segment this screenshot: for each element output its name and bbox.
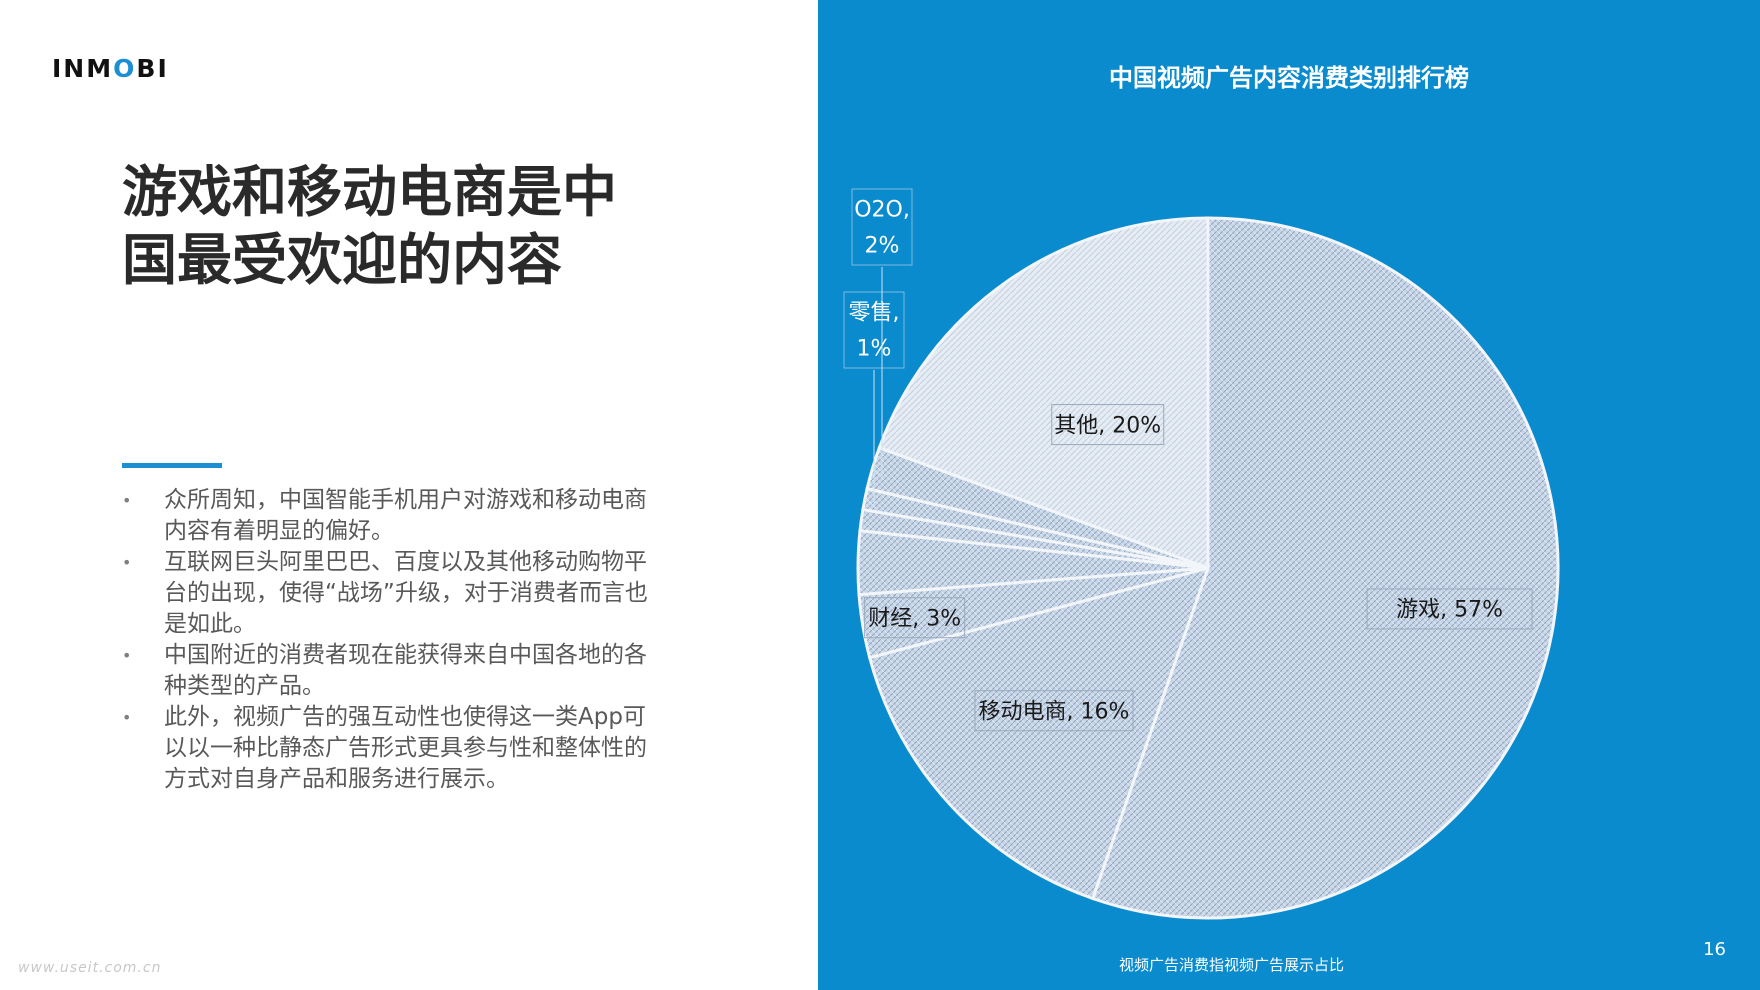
bullet-item: • 互联网巨头阿里巴巴、百度以及其他移动购物平台的出现，使得“战场”升级，对于消费… <box>122 547 662 640</box>
data-label-text: O2O, <box>854 198 910 223</box>
bullet-item: • 众所周知，中国智能手机用户对游戏和移动电商内容有着明显的偏好。 <box>122 485 662 547</box>
data-label-text: 财经, 3% <box>868 606 961 631</box>
bullet-icon: • <box>122 553 132 572</box>
pie-chart: 游戏, 57% 移动电商, 16% 财经, 3% 其他, 20% 零售, 1% O2O, 2% <box>843 188 1560 920</box>
data-label: 其他, 20% <box>1051 404 1165 446</box>
bullet-text: 互联网巨头阿里巴巴、百度以及其他移动购物平台的出现，使得“战场”升级，对于消费者… <box>164 549 648 637</box>
chart-title: 中国视频广告内容消费类别排行榜 <box>1109 64 1469 92</box>
chart-panel: 中国视频广告内容消费类别排行榜 游戏, 57% 移动电商, 16% 财经, 3% 其他… <box>818 0 1760 990</box>
headline-line-1: 游戏和移动电商是中 <box>122 160 618 224</box>
bullet-text: 中国附近的消费者现在能获得来自中国各地的各种类型的产品。 <box>164 642 647 699</box>
data-label-text: 移动电商, 16% <box>979 699 1130 724</box>
pie-slice-7 <box>877 216 1210 571</box>
data-label-box <box>843 291 905 369</box>
text-panel: INMOBI 游戏和移动电商是中 国最受欢迎的内容 • 众所周知，中国智能手机用户对… <box>0 0 818 990</box>
data-label-text: 零售, <box>849 301 900 326</box>
data-label: 财经, 3% <box>864 597 966 639</box>
bullet-icon: • <box>122 708 132 727</box>
data-label-box <box>851 188 913 266</box>
data-label-text: 其他, 20% <box>1054 413 1161 438</box>
data-label: 零售, 1% <box>843 291 905 369</box>
bullet-item: • 此外，视频广告的强互动性也使得这一类App可以以一种比静态广告形式更具参与性和… <box>122 702 662 795</box>
data-label-text: 游戏, 57% <box>1396 598 1503 623</box>
data-label-box <box>974 690 1134 732</box>
watermark: www.useit.com.cn <box>18 960 162 976</box>
data-label-text: 2% <box>865 234 900 259</box>
data-label: 移动电商, 16% <box>974 690 1134 732</box>
data-label: O2O, 2% <box>851 188 913 266</box>
slide-headline: 游戏和移动电商是中 国最受欢迎的内容 <box>122 158 682 294</box>
bullet-item: • 中国附近的消费者现在能获得来自中国各地的各种类型的产品。 <box>122 640 662 702</box>
chart-footnote: 视频广告消费指视频广告展示占比 <box>1118 956 1344 974</box>
pie-slice-1 <box>867 565 1211 901</box>
bullet-text: 此外，视频广告的强互动性也使得这一类App可以以一种比静态广告形式更具参与性和整… <box>164 704 647 792</box>
headline-line-2: 国最受欢迎的内容 <box>122 228 563 292</box>
bullet-list: • 众所周知，中国智能手机用户对游戏和移动电商内容有着明显的偏好。 • 互联网巨头阿… <box>122 485 662 795</box>
bullet-text: 众所周知，中国智能手机用户对游戏和移动电商内容有着明显的偏好。 <box>164 487 647 544</box>
inmobi-logo: INMOBI <box>52 54 169 83</box>
leader-line <box>864 370 875 509</box>
data-label-box <box>864 597 966 639</box>
leader-line <box>872 267 883 478</box>
page-number: 16 <box>1703 939 1726 960</box>
data-label-box <box>1366 588 1533 630</box>
bullet-icon: • <box>122 491 132 510</box>
data-label-text: 1% <box>857 337 892 362</box>
bullet-icon: • <box>122 646 132 665</box>
data-label-box <box>1051 404 1165 446</box>
accent-bar <box>122 463 222 468</box>
data-label: 游戏, 57% <box>1366 588 1533 630</box>
